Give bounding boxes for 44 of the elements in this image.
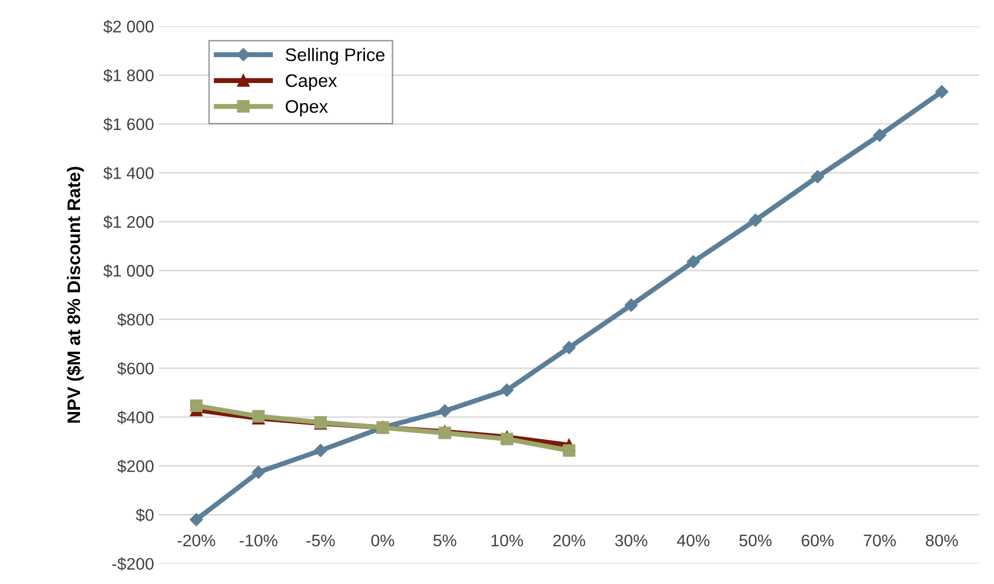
y-tick-label: $1 400 [103,166,154,180]
y-tick-label: $1 200 [103,215,154,229]
y-tick-label: $1 000 [103,264,154,278]
y-tick-label: $400 [117,410,154,424]
y-tick-label: $1 600 [103,118,154,132]
legend-label: Selling Price [286,48,384,65]
point [686,255,700,268]
point [562,341,576,354]
point [562,444,576,457]
x-tick-label: 5% [433,534,456,546]
y-tick-label: $0 [136,508,154,522]
x-tick-label: 80% [926,534,958,546]
x-tick-label: 30% [615,534,648,546]
point [500,432,514,446]
point [810,170,824,184]
legend-label: Opex [286,100,328,116]
point [252,466,266,479]
point [935,85,948,98]
x-tick-label: 60% [802,534,834,546]
point [314,444,328,458]
y-tick-label: $1 800 [103,68,154,82]
y-tick-label: -$200 [112,557,154,571]
point [500,384,514,397]
x-tick-label: 0% [371,534,394,546]
y-tick-label: $800 [117,313,154,327]
x-tick-label: -5% [306,534,335,546]
x-tick-label: 10% [492,534,524,546]
x-tick-label: 20% [553,534,586,546]
point [438,404,452,418]
point [190,400,203,412]
x-tick-label: -20% [178,534,216,546]
y-tick-label: $600 [117,362,154,376]
point [873,128,886,142]
point [748,214,762,227]
point [624,298,638,312]
legend-label: Capex [286,74,337,91]
x-tick-label: -10% [240,534,278,546]
point [190,513,203,526]
y-tick-label: $200 [117,460,154,474]
x-tick-label: 70% [864,534,896,546]
y-axis-title: NPV ($M at 8% Discount Rate) [66,166,84,423]
x-tick-label: 40% [677,534,710,546]
y-tick-label: $2 000 [103,20,154,34]
x-tick-label: 50% [739,534,772,546]
